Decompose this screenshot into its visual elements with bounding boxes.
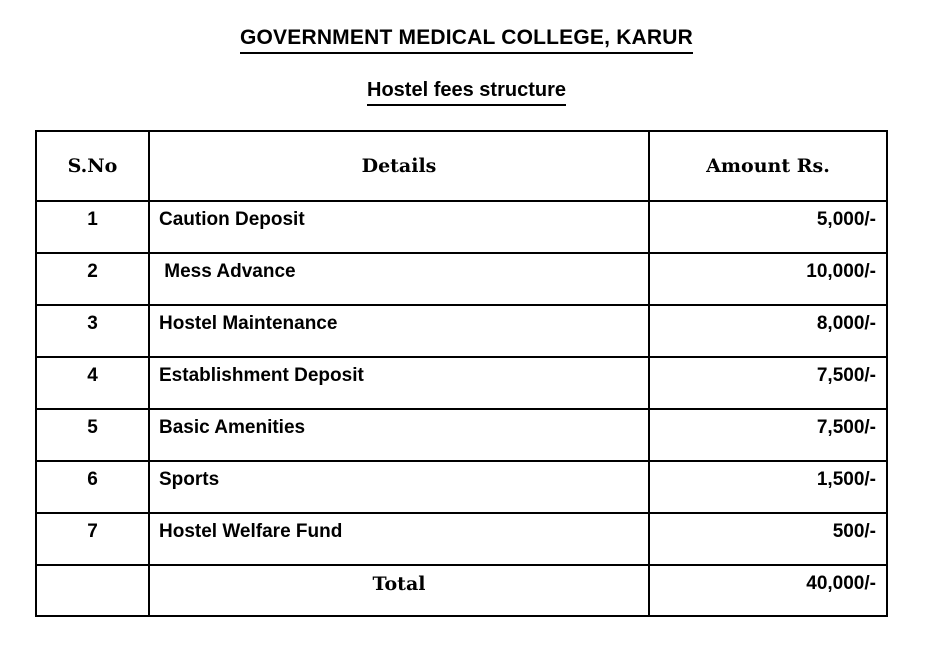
total-row: Total 40,000/- xyxy=(35,564,888,617)
row-sno: 5 xyxy=(35,408,150,462)
table-row: 5 Basic Amenities 7,500/- xyxy=(35,408,888,462)
row-sno: 2 xyxy=(35,252,150,306)
total-label: Total xyxy=(148,564,650,617)
row-details: Hostel Maintenance xyxy=(148,304,650,358)
row-amount: 500/- xyxy=(648,512,888,566)
row-amount: 8,000/- xyxy=(648,304,888,358)
row-sno: 3 xyxy=(35,304,150,358)
table-row: 3 Hostel Maintenance 8,000/- xyxy=(35,304,888,358)
row-details: Hostel Welfare Fund xyxy=(148,512,650,566)
table-row: 4 Establishment Deposit 7,500/- xyxy=(35,356,888,410)
hostel-fees-table: S.No Details Amount Rs. 1 Caution Deposit… xyxy=(35,130,888,617)
header-details: Details xyxy=(148,130,650,202)
row-amount: 1,500/- xyxy=(648,460,888,514)
row-details: Mess Advance xyxy=(148,252,650,306)
table-header: S.No Details Amount Rs. xyxy=(35,130,888,202)
row-amount: 10,000/- xyxy=(648,252,888,306)
table-row: 2 Mess Advance 10,000/- xyxy=(35,252,888,306)
row-details: Establishment Deposit xyxy=(148,356,650,410)
table-row: 6 Sports 1,500/- xyxy=(35,460,888,514)
row-details: Caution Deposit xyxy=(148,200,650,254)
header-row: S.No Details Amount Rs. xyxy=(35,130,888,202)
row-amount: 5,000/- xyxy=(648,200,888,254)
row-details: Basic Amenities xyxy=(148,408,650,462)
header-amount: Amount Rs. xyxy=(648,130,888,202)
page-subtitle: Hostel fees structure xyxy=(367,79,566,106)
row-details: Sports xyxy=(148,460,650,514)
row-amount: 7,500/- xyxy=(648,356,888,410)
table-row: 7 Hostel Welfare Fund 500/- xyxy=(35,512,888,566)
total-amount: 40,000/- xyxy=(648,564,888,617)
table-row: 1 Caution Deposit 5,000/- xyxy=(35,200,888,254)
subtitle-block: Hostel fees structure xyxy=(0,79,933,106)
table-body: 1 Caution Deposit 5,000/- 2 Mess Advance 10,… xyxy=(35,200,888,566)
header-sno: S.No xyxy=(35,130,150,202)
row-sno: 7 xyxy=(35,512,150,566)
row-sno: 6 xyxy=(35,460,150,514)
table-footer: Total 40,000/- xyxy=(35,564,888,617)
row-sno: 4 xyxy=(35,356,150,410)
total-sno-cell xyxy=(35,564,150,617)
page-title: GOVERNMENT MEDICAL COLLEGE, KARUR xyxy=(239,26,694,54)
row-amount: 7,500/- xyxy=(648,408,888,462)
row-sno: 1 xyxy=(35,200,150,254)
title-block: GOVERNMENT MEDICAL COLLEGE, KARUR xyxy=(0,26,933,54)
